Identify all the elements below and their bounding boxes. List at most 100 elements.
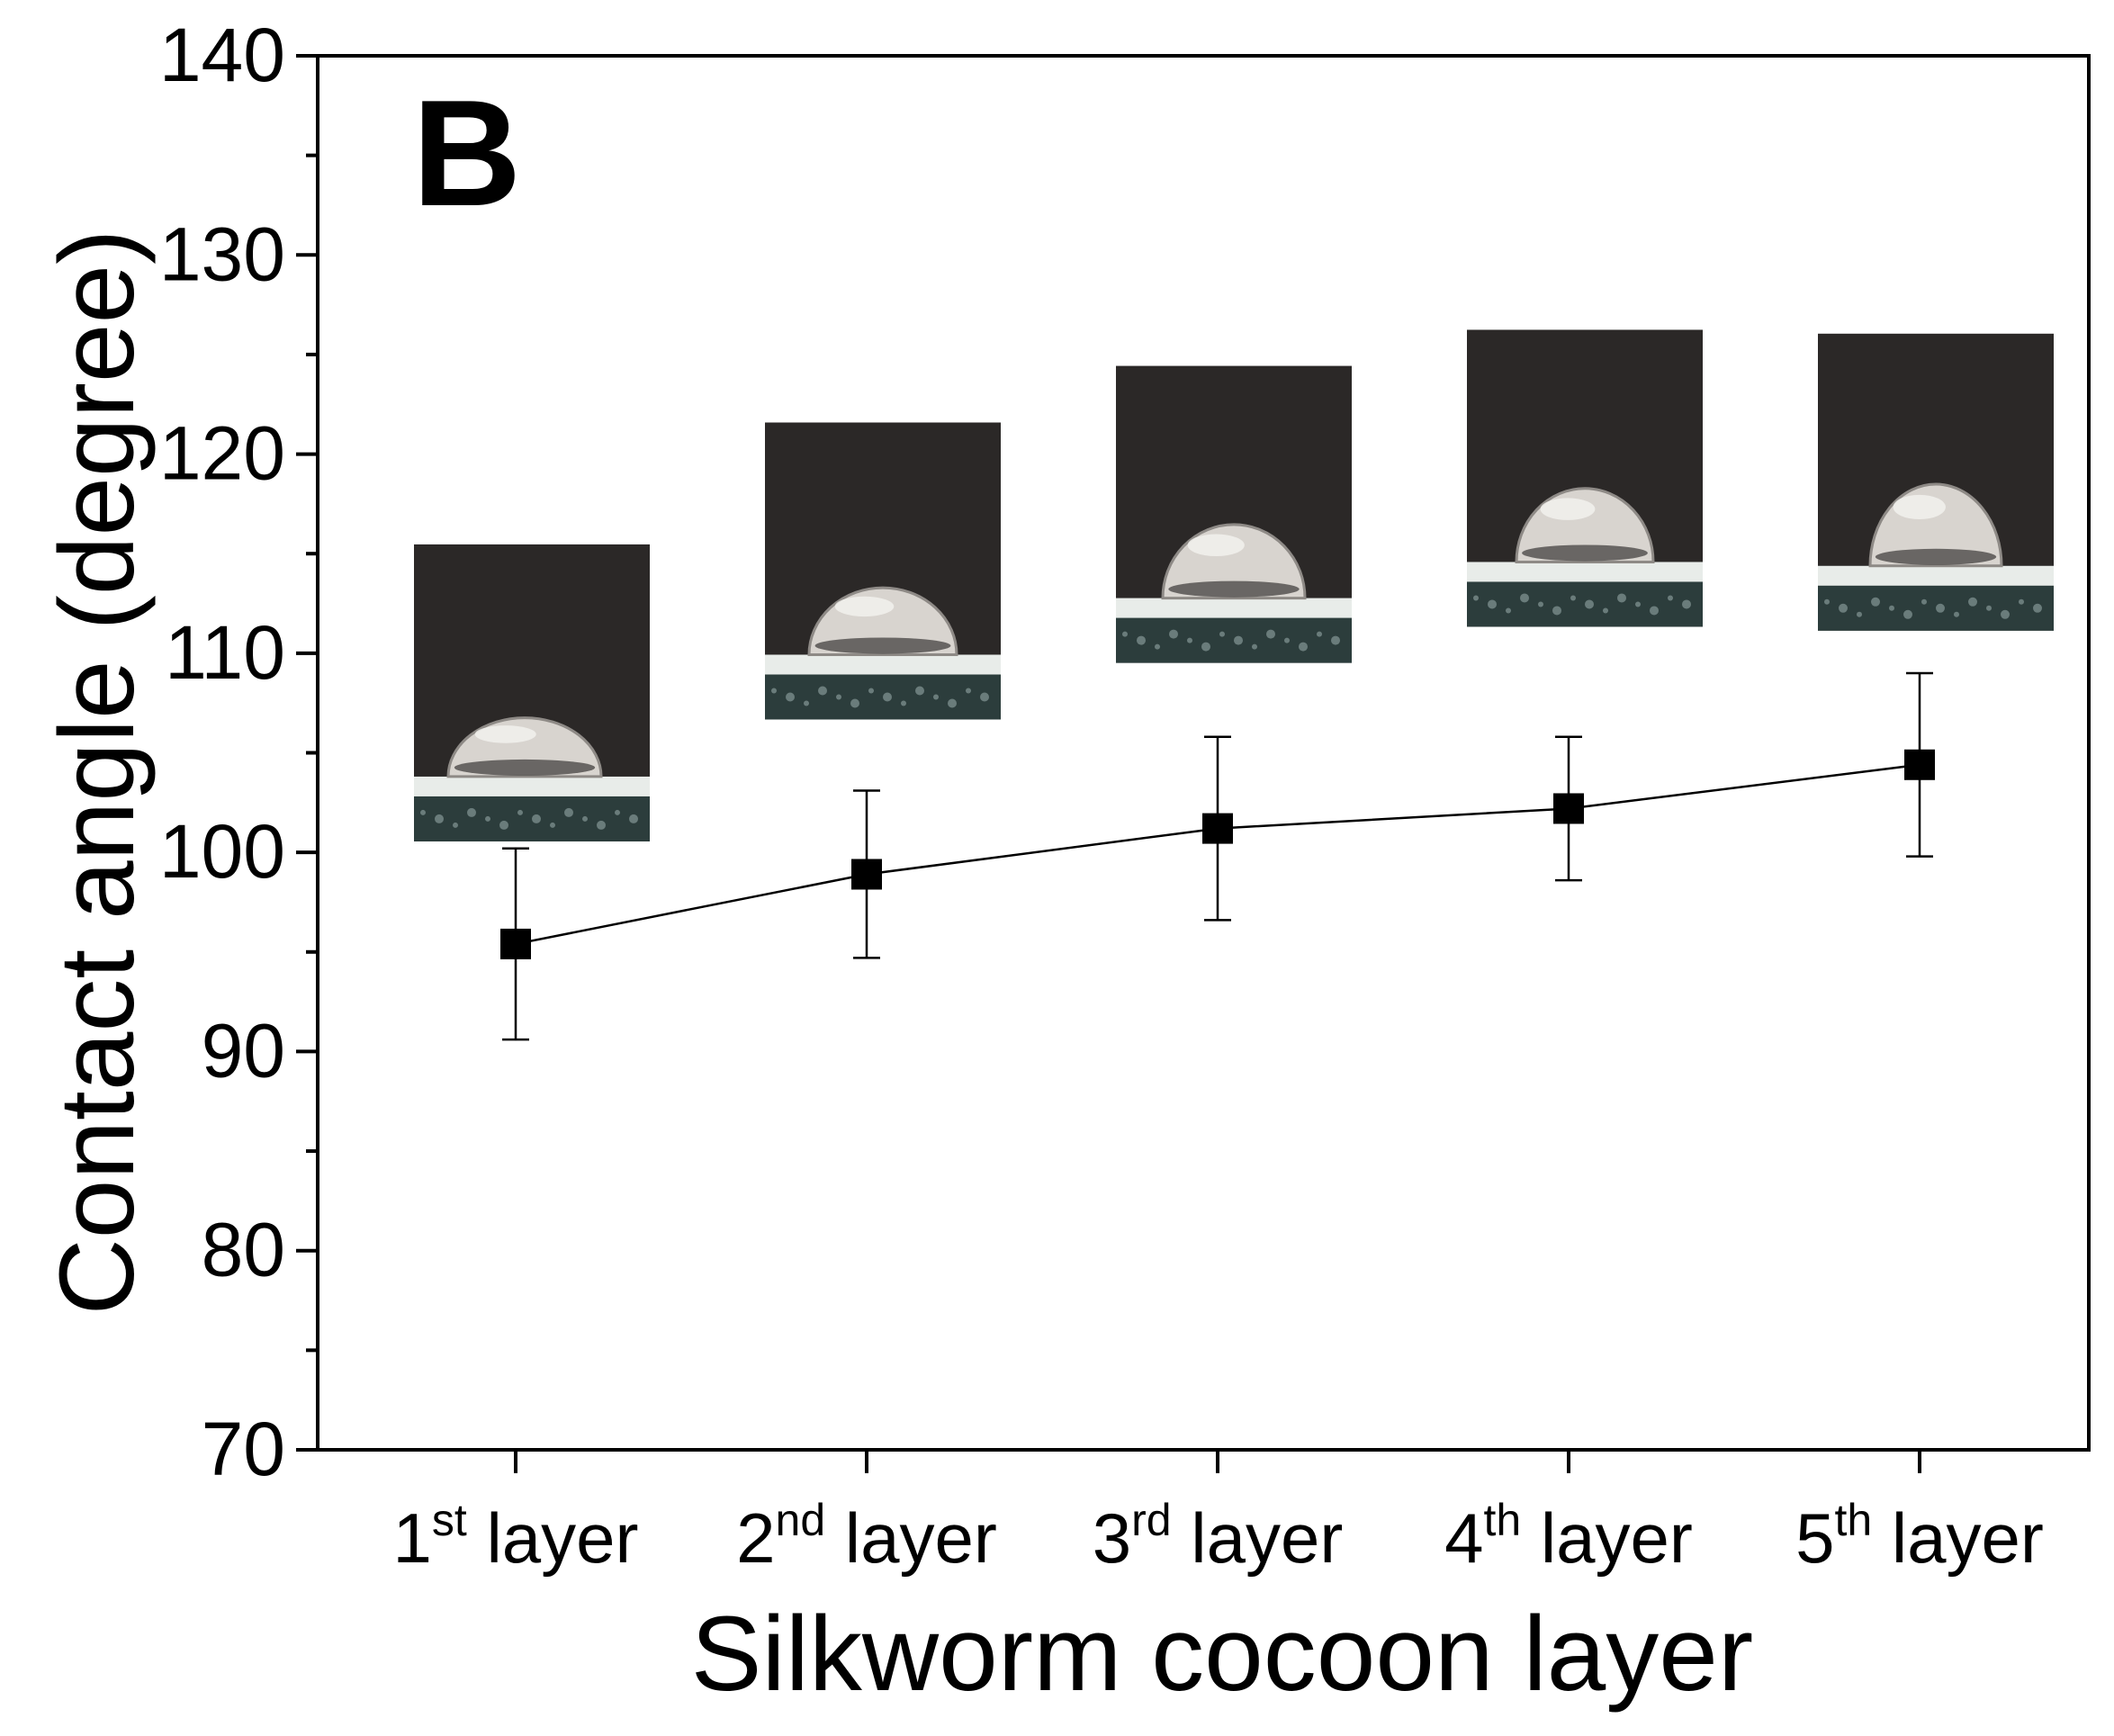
substrate-speckle	[1968, 597, 1977, 607]
substrate-speckle	[1824, 598, 1830, 605]
substrate-speckle	[1234, 635, 1243, 645]
substrate-speckle	[1650, 606, 1659, 616]
substrate-speckle	[517, 809, 523, 815]
data-point	[1553, 793, 1584, 824]
substrate-speckle	[804, 700, 809, 706]
substrate-speckle	[1506, 607, 1511, 614]
droplet-photo	[1116, 365, 1352, 663]
y-tick-label: 140	[159, 13, 285, 97]
x-tick-label: 3rd layer	[1093, 1495, 1344, 1578]
x-tick-label: 4th layer	[1444, 1495, 1693, 1578]
substrate-speckle	[532, 814, 541, 823]
substrate-speckle	[1252, 643, 1257, 650]
substrate-speckle	[1473, 595, 1479, 601]
x-tick-label: 1st layer	[392, 1495, 638, 1578]
substrate-surface	[1116, 598, 1352, 618]
droplet-contact-line	[1522, 544, 1648, 562]
y-tick-label: 80	[202, 1208, 285, 1292]
data-point	[500, 928, 531, 959]
substrate-speckle	[966, 688, 971, 694]
droplet-photo	[414, 544, 650, 841]
substrate-speckle	[1155, 643, 1160, 650]
data-point	[1202, 813, 1233, 844]
substrate-speckle	[771, 688, 777, 694]
substrate-speckle	[1187, 637, 1192, 643]
substrate-speckle	[1552, 606, 1561, 616]
panel-label: B	[412, 68, 521, 238]
droplet-contact-line	[814, 637, 951, 654]
substrate-speckle	[948, 698, 957, 708]
substrate-speckle	[1122, 631, 1128, 637]
droplet-photo	[1467, 329, 1703, 627]
substrate-speckle	[1169, 629, 1178, 639]
y-axis-title: Contact angle (degree)	[38, 229, 157, 1316]
x-axis-ticks: 1st layer 2nd layer 3rd layer 4th layer 5th …	[392, 1450, 2044, 1578]
droplet-contact-line	[454, 759, 596, 776]
substrate-speckle	[1331, 635, 1340, 645]
substrate-speckle	[597, 820, 606, 830]
substrate-speckle	[499, 820, 508, 830]
droplet-contact-line	[1168, 580, 1300, 598]
substrate-surface	[414, 776, 650, 796]
substrate-speckle	[564, 807, 573, 817]
substrate-speckle	[1201, 642, 1210, 652]
substrate-speckle	[1668, 595, 1673, 601]
substrate-speckle	[2001, 609, 2010, 619]
substrate-speckle	[1317, 631, 1322, 637]
y-tick-label: 70	[202, 1407, 285, 1491]
substrate-speckle	[836, 694, 841, 700]
substrate-speckle	[1219, 631, 1225, 637]
substrate-speckle	[1617, 593, 1626, 603]
droplet-inset-photos	[414, 329, 2054, 841]
y-tick-label: 110	[165, 610, 285, 695]
substrate-speckle	[786, 692, 795, 702]
droplet-highlight	[1540, 498, 1596, 520]
substrate-speckle	[1488, 599, 1497, 609]
substrate-speckle	[980, 692, 989, 702]
substrate-speckle	[467, 807, 476, 817]
substrate-speckle	[1986, 605, 1992, 611]
y-tick-label: 90	[202, 1008, 285, 1093]
x-tick-label: 5th layer	[1795, 1495, 2044, 1578]
substrate-surface	[1818, 565, 2054, 586]
substrate-speckle	[1635, 601, 1641, 607]
substrate-speckle	[485, 815, 490, 822]
substrate-speckle	[1603, 607, 1608, 614]
droplet-highlight	[1893, 494, 1946, 520]
substrate-speckle	[1889, 605, 1894, 611]
substrate-speckle	[1284, 637, 1290, 643]
substrate-speckle	[1137, 635, 1146, 645]
y-axis-ticks: 70 80 90 100 110 120 130 140	[159, 13, 318, 1491]
substrate-speckle	[850, 698, 859, 708]
substrate-speckle	[615, 809, 620, 815]
substrate-speckle	[1903, 609, 1912, 619]
substrate-speckle	[1520, 593, 1529, 603]
y-tick-label: 100	[159, 809, 285, 894]
substrate-speckle	[550, 822, 555, 828]
substrate-speckle	[901, 700, 906, 706]
substrate-speckle	[1857, 611, 1862, 617]
substrate-speckle	[915, 686, 924, 696]
substrate-speckle	[1921, 598, 1927, 605]
substrate-speckle	[2019, 598, 2024, 605]
substrate-speckle	[1954, 611, 1959, 617]
substrate-surface	[765, 654, 1001, 675]
data-series	[500, 671, 1935, 1041]
y-tick-label: 130	[159, 211, 285, 296]
substrate-speckle	[629, 814, 638, 823]
droplet-photo	[765, 422, 1001, 720]
y-tick-label: 120	[159, 411, 285, 496]
substrate-speckle	[1266, 629, 1275, 639]
substrate-speckle	[1871, 597, 1880, 607]
droplet-photo	[1818, 333, 2054, 631]
substrate-speckle	[582, 815, 588, 822]
droplet-highlight	[1187, 534, 1245, 557]
substrate-speckle	[1585, 599, 1594, 609]
data-point	[1904, 749, 1935, 780]
substrate-speckle	[818, 686, 827, 696]
substrate-surface	[1467, 562, 1703, 582]
x-axis-title: Silkworm cocoon layer	[691, 1595, 1753, 1714]
droplet-highlight	[834, 596, 895, 617]
substrate-speckle	[435, 814, 444, 823]
